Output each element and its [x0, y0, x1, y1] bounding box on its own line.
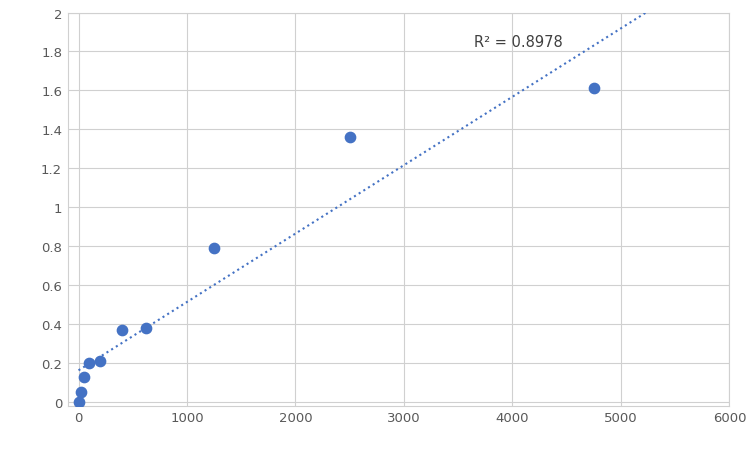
Point — [344, 134, 356, 142]
Point — [78, 373, 90, 380]
Point — [75, 389, 87, 396]
Point — [83, 359, 96, 367]
Point — [141, 325, 153, 332]
Point — [116, 327, 128, 334]
Point — [588, 86, 600, 93]
Point — [72, 398, 84, 405]
Point — [94, 358, 106, 365]
Point — [208, 245, 220, 252]
Text: R² = 0.8978: R² = 0.8978 — [475, 35, 563, 50]
